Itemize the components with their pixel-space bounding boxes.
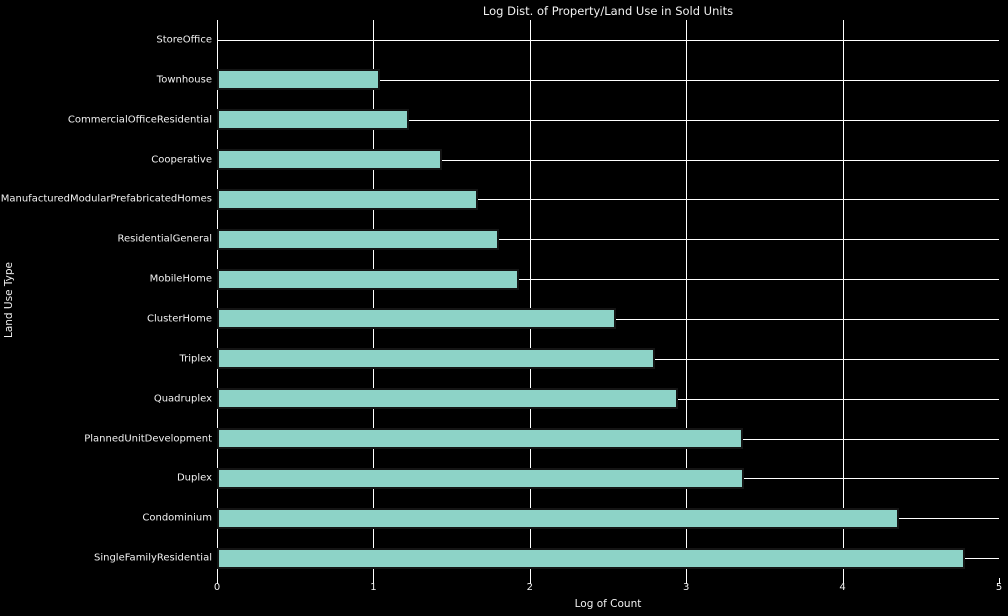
x-tick-label: 4	[839, 582, 846, 593]
x-tick-mark	[217, 578, 218, 584]
y-tick-label: StoreOffice	[156, 34, 212, 46]
bar	[217, 547, 965, 569]
y-tick-label: Quadruplex	[153, 393, 212, 405]
y-tick-label: SingleFamilyResidential	[93, 552, 212, 564]
bar	[217, 188, 479, 210]
bar	[217, 348, 655, 370]
gridline-horizontal	[217, 279, 999, 281]
gridline-horizontal	[217, 199, 999, 201]
bar	[217, 467, 745, 489]
plot-area	[217, 20, 999, 578]
y-tick-label: PlannedUnitDevelopment	[84, 433, 212, 444]
bar	[217, 69, 380, 91]
x-tick-label: 3	[683, 582, 690, 593]
x-tick-label: 2	[526, 582, 533, 593]
gridline-vertical	[529, 20, 531, 578]
y-tick-label: Triplex	[179, 353, 212, 365]
gridline-horizontal	[217, 239, 999, 241]
y-tick-label: MobileHome	[149, 273, 212, 285]
x-tick-mark	[999, 578, 1000, 584]
bar	[217, 388, 679, 410]
gridline-horizontal	[217, 39, 999, 41]
x-tick-mark	[529, 578, 531, 584]
bar	[217, 507, 899, 529]
x-tick-label: 5	[995, 582, 1003, 593]
x-tick-label: 1	[370, 582, 377, 593]
y-tick-label: Townhouse	[156, 74, 212, 86]
gridline-vertical	[686, 20, 688, 578]
gridline-horizontal	[217, 79, 999, 81]
bar	[217, 109, 410, 131]
x-tick-label: 0	[213, 582, 221, 593]
x-axis-label: Log of Count	[574, 598, 642, 610]
bar	[217, 428, 743, 449]
x-tick-mark	[373, 578, 375, 584]
gridline-horizontal	[217, 119, 999, 121]
gridline-horizontal	[217, 159, 999, 161]
y-tick-label: Duplex	[176, 472, 212, 484]
y-axis-label: Land Use Type	[3, 261, 15, 339]
y-tick-label: ManufacturedModularPrefabricatedHomes	[0, 193, 212, 205]
y-tick-label: ResidentialGeneral	[117, 233, 213, 245]
x-tick-mark	[686, 578, 688, 584]
x-tick-mark	[842, 578, 844, 584]
gridline-vertical	[217, 20, 218, 578]
y-tick-label: ClusterHome	[146, 313, 212, 325]
gridline-vertical	[373, 20, 375, 578]
bar	[217, 268, 519, 290]
y-tick-label: Cooperative	[151, 154, 212, 165]
bar	[217, 308, 616, 330]
gridline-vertical	[842, 20, 844, 578]
y-tick-label: CommercialOfficeResidential	[67, 114, 212, 126]
bar	[217, 149, 443, 170]
bar	[217, 228, 499, 250]
chart-title: Log Dist. of Property/Land Use in Sold U…	[482, 4, 734, 18]
y-tick-label: Condominium	[142, 512, 212, 524]
